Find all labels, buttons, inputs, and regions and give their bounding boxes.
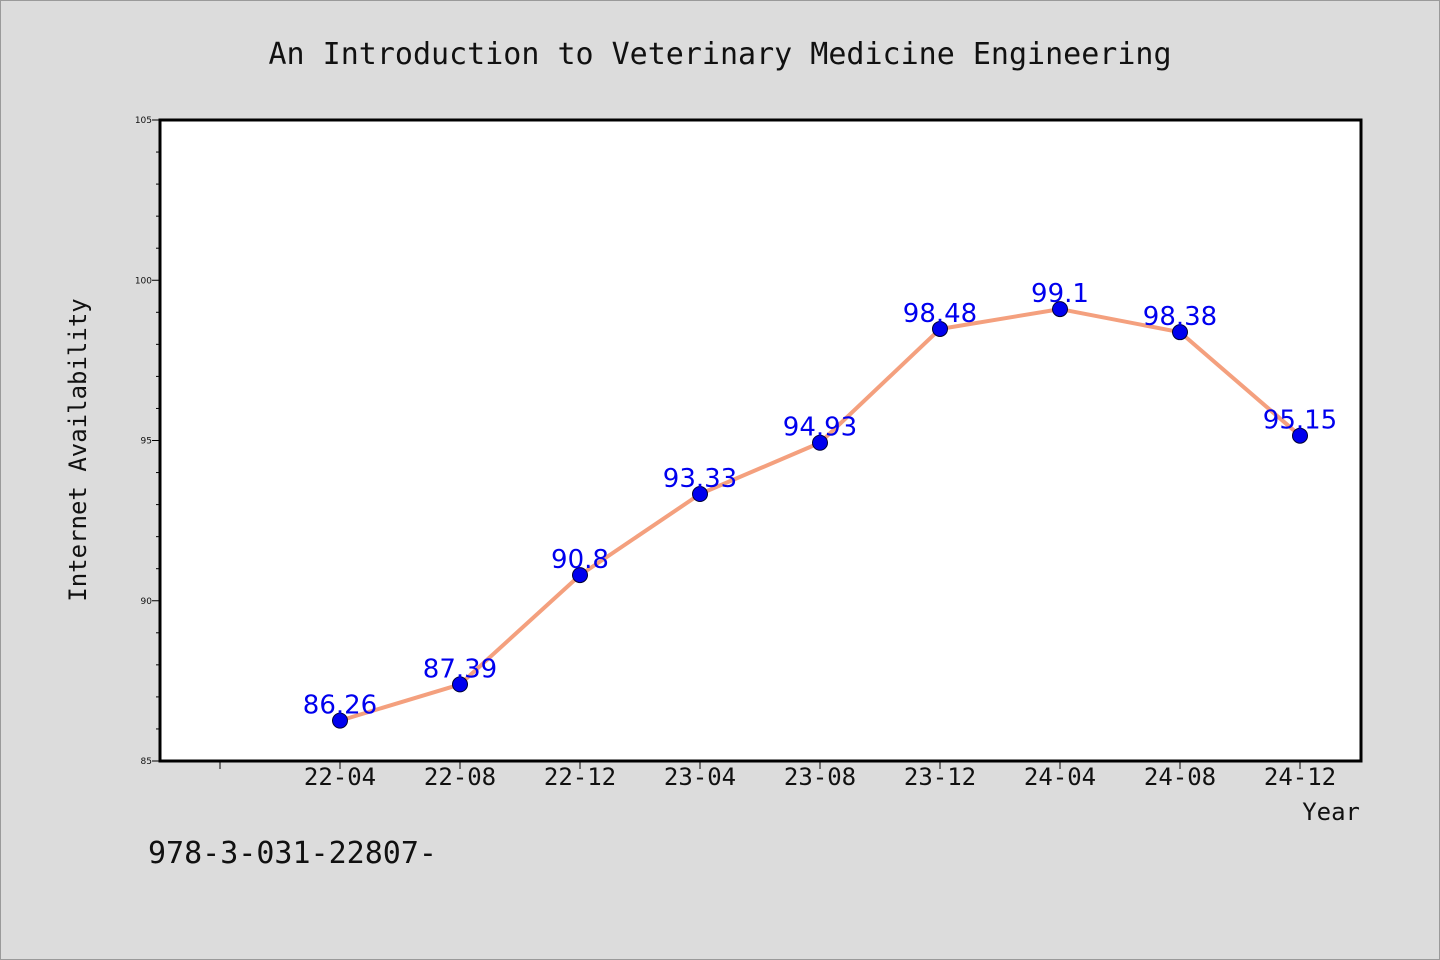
x-tick-label: 22-12 xyxy=(544,763,616,791)
plot-area xyxy=(158,118,1363,763)
y-tick-label: 95 xyxy=(141,437,152,447)
x-tick-label: 23-12 xyxy=(904,763,976,791)
x-tick-label: 23-08 xyxy=(784,763,856,791)
y-tick-label: 100 xyxy=(135,276,152,286)
x-axis-title: Year xyxy=(1302,798,1360,826)
data-label: 99.1 xyxy=(1031,279,1089,309)
data-point xyxy=(1052,301,1068,318)
data-point xyxy=(812,434,828,451)
data-label: 98.48 xyxy=(903,299,977,329)
x-tick-label: 23-04 xyxy=(664,763,736,791)
data-label: 90.8 xyxy=(551,545,609,575)
data-label: 86.26 xyxy=(303,691,377,721)
series xyxy=(332,301,1308,729)
x-tick-label: 22-04 xyxy=(304,763,376,791)
x-tick-label: 24-12 xyxy=(1264,763,1336,791)
data-label: 98.38 xyxy=(1143,302,1217,332)
data-point xyxy=(1172,324,1188,341)
x-tick-label: 24-04 xyxy=(1024,763,1096,791)
data-point xyxy=(452,676,468,693)
data-label: 94.93 xyxy=(783,413,857,443)
y-tick-label: 90 xyxy=(141,597,153,607)
data-point xyxy=(932,320,948,337)
y-axis: 85 90 95 100 105 xyxy=(135,116,160,767)
x-axis: 22-04 22-08 22-12 23-04 23-08 23-12 24-04 24-08… xyxy=(219,761,1336,791)
x-tick-label: 22-08 xyxy=(424,763,496,791)
data-label: 93.33 xyxy=(663,464,737,494)
y-axis-title: Internet Availability xyxy=(64,298,92,601)
data-point xyxy=(332,712,348,729)
y-tick-label: 105 xyxy=(135,116,152,126)
data-point xyxy=(692,486,708,503)
caption-text: 978-3-031-22807- xyxy=(148,836,437,871)
data-point xyxy=(1292,427,1308,444)
data-label: 87.39 xyxy=(423,654,497,684)
data-labels: 86.26 87.39 90.8 93.33 94.93 98.48 99.1 98.38 95… xyxy=(303,279,1337,721)
data-point xyxy=(572,567,588,584)
chart-title: An Introduction to Veterinary Medicine E… xyxy=(268,37,1171,72)
data-label: 95.15 xyxy=(1263,406,1337,436)
y-tick-label: 85 xyxy=(141,757,152,767)
x-tick-label: 24-08 xyxy=(1144,763,1216,791)
